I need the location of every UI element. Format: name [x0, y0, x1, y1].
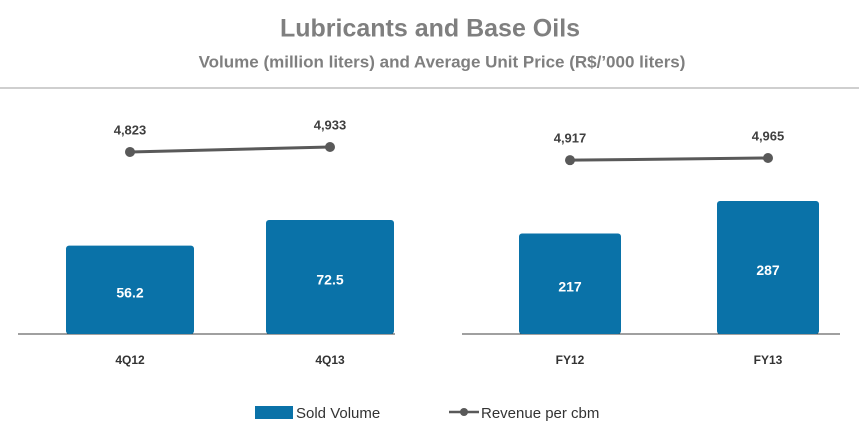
bar	[266, 220, 394, 334]
legend-dot	[460, 408, 468, 416]
chart-subtitle: Volume (million liters) and Average Unit…	[199, 52, 686, 71]
line-label: 4,965	[752, 128, 785, 143]
line-point	[763, 153, 773, 163]
line-label: 4,917	[554, 131, 587, 146]
line-point	[565, 155, 575, 166]
x-tick-label: FY13	[754, 353, 783, 367]
bar-label: 217	[558, 278, 582, 294]
line-label: 4,823	[114, 122, 147, 137]
x-tick-label: 4Q13	[315, 353, 345, 367]
line	[129, 145, 331, 154]
bar	[519, 233, 621, 334]
legend-label: Revenue per cbm	[481, 405, 599, 422]
line-point	[325, 142, 335, 152]
bar-label: 72.5	[316, 272, 343, 288]
line-point	[125, 146, 135, 157]
legend-swatch	[255, 406, 293, 419]
chart-title: Lubricants and Base Oils	[280, 15, 580, 43]
bar	[717, 201, 819, 334]
bar-label: 56.2	[116, 285, 143, 301]
x-tick-label: 4Q12	[115, 353, 145, 367]
bar-label: 287	[756, 262, 780, 278]
line-label: 4,933	[314, 117, 347, 132]
bar	[66, 245, 194, 334]
line	[569, 156, 769, 162]
x-tick-label: FY12	[556, 353, 585, 367]
legend-label: Sold Volume	[296, 405, 380, 422]
